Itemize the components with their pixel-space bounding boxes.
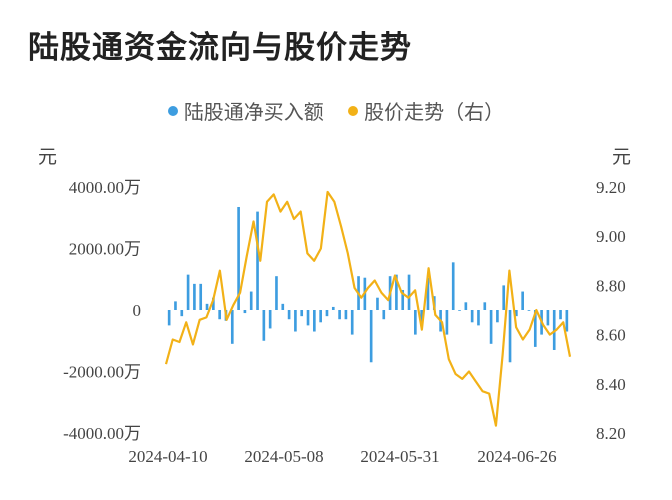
price-line[interactable] [164, 190, 572, 427]
net-buy-bar[interactable] [521, 291, 524, 310]
net-buy-bar[interactable] [281, 303, 285, 310]
chart-title: 陆股通资金流向与股价走势 [28, 30, 412, 66]
right-tick-label: 8.20 [596, 424, 626, 443]
x-tick-label: 2024-05-08 [244, 447, 323, 466]
left-tick-label: -2000.00万 [63, 363, 141, 382]
net-buy-bar[interactable] [212, 297, 215, 310]
net-buy-bar[interactable] [237, 206, 240, 310]
net-buy-bar[interactable] [470, 310, 474, 323]
right-tick-label: 8.40 [596, 375, 626, 394]
left-tick-label: 2000.00万 [69, 240, 141, 259]
net-buy-bar[interactable] [186, 274, 190, 310]
net-buy-bar[interactable] [350, 310, 354, 335]
net-buy-bar[interactable] [287, 310, 291, 320]
right-tick-label: 9.20 [596, 178, 626, 197]
net-buy-bar[interactable] [268, 310, 272, 329]
net-buy-bar[interactable] [275, 276, 278, 310]
net-buy-bar[interactable] [445, 310, 449, 335]
net-buy-bar[interactable] [552, 310, 556, 350]
net-buy-bar[interactable] [262, 310, 266, 341]
net-buy-bar[interactable] [369, 310, 373, 363]
net-buy-bar[interactable] [319, 310, 322, 323]
net-buy-bar[interactable] [294, 310, 297, 332]
x-tick-label: 2024-05-31 [360, 447, 439, 466]
net-buy-bar[interactable] [420, 310, 423, 326]
legend-label-price: 股价走势（右） [364, 100, 505, 124]
net-buy-bar[interactable] [205, 303, 209, 310]
right-tick-label: 8.60 [596, 326, 626, 345]
net-buy-bar[interactable] [559, 310, 562, 320]
net-buy-bar[interactable] [300, 310, 304, 317]
net-buy-bar[interactable] [180, 310, 184, 317]
net-buy-bar[interactable] [533, 310, 537, 347]
net-buy-bar[interactable] [344, 310, 348, 320]
net-buy-bar[interactable] [256, 211, 259, 310]
net-buy-bars [167, 206, 569, 363]
net-buy-bar[interactable] [464, 302, 468, 310]
chart-legend: 陆股通净买入额 股价走势（右） [0, 96, 672, 125]
net-buy-bar[interactable] [313, 310, 316, 332]
net-buy-bar[interactable] [325, 310, 329, 317]
net-buy-bar[interactable] [193, 283, 196, 310]
left-tick-label: -4000.00万 [63, 424, 141, 443]
price-line-group [164, 190, 572, 427]
net-buy-bar[interactable] [376, 297, 379, 310]
net-buy-bar[interactable] [451, 262, 455, 310]
x-tick-label: 2024-04-10 [128, 447, 207, 466]
net-buy-bar[interactable] [338, 310, 341, 320]
net-buy-bar[interactable] [249, 291, 253, 310]
axis-ticks: 4000.00万 2000.00万 0 -2000.00万 -4000.00万 9.20 9… [63, 178, 626, 466]
net-buy-bar[interactable] [174, 301, 177, 310]
net-buy-bar[interactable] [565, 310, 569, 332]
net-buy-bar[interactable] [546, 310, 550, 326]
right-tick-label: 9.00 [596, 227, 626, 246]
legend-item-net-buy[interactable]: 陆股通净买入额 [167, 96, 324, 125]
left-tick-label: 0 [133, 301, 142, 320]
legend-dot-net-buy [167, 105, 178, 116]
legend-dot-price [348, 105, 359, 116]
net-buy-bar[interactable] [199, 283, 203, 310]
left-tick-label: 4000.00万 [69, 178, 141, 197]
net-buy-bar[interactable] [426, 277, 430, 310]
right-tick-label: 8.80 [596, 276, 626, 295]
right-axis-unit: 元 [612, 146, 632, 168]
net-buy-bar[interactable] [243, 310, 247, 314]
net-buy-bar[interactable] [483, 302, 487, 310]
net-buy-bar[interactable] [331, 306, 335, 310]
x-tick-label: 2024-06-26 [477, 447, 556, 466]
net-buy-bar[interactable] [218, 310, 221, 320]
net-buy-bar[interactable] [401, 290, 405, 310]
net-buy-bar[interactable] [167, 310, 171, 326]
net-buy-bar[interactable] [382, 310, 386, 320]
net-buy-bar[interactable] [489, 310, 493, 344]
net-buy-bar[interactable] [230, 310, 234, 344]
net-buy-bar[interactable] [477, 310, 480, 326]
net-buy-bar[interactable] [527, 310, 531, 311]
net-buy-bar[interactable] [458, 310, 461, 311]
net-buy-bar[interactable] [395, 274, 398, 310]
net-buy-bar[interactable] [508, 310, 512, 363]
net-buy-bar[interactable] [407, 274, 411, 310]
legend-label-net-buy: 陆股通净买入额 [183, 100, 324, 124]
left-axis-unit: 元 [38, 146, 58, 168]
net-buy-bar[interactable] [502, 285, 506, 310]
net-buy-bar[interactable] [515, 310, 518, 317]
net-buy-bar[interactable] [414, 310, 417, 335]
net-buy-bar[interactable] [306, 310, 310, 326]
legend-item-price[interactable]: 股价走势（右） [348, 96, 504, 125]
net-buy-bar[interactable] [496, 310, 499, 323]
